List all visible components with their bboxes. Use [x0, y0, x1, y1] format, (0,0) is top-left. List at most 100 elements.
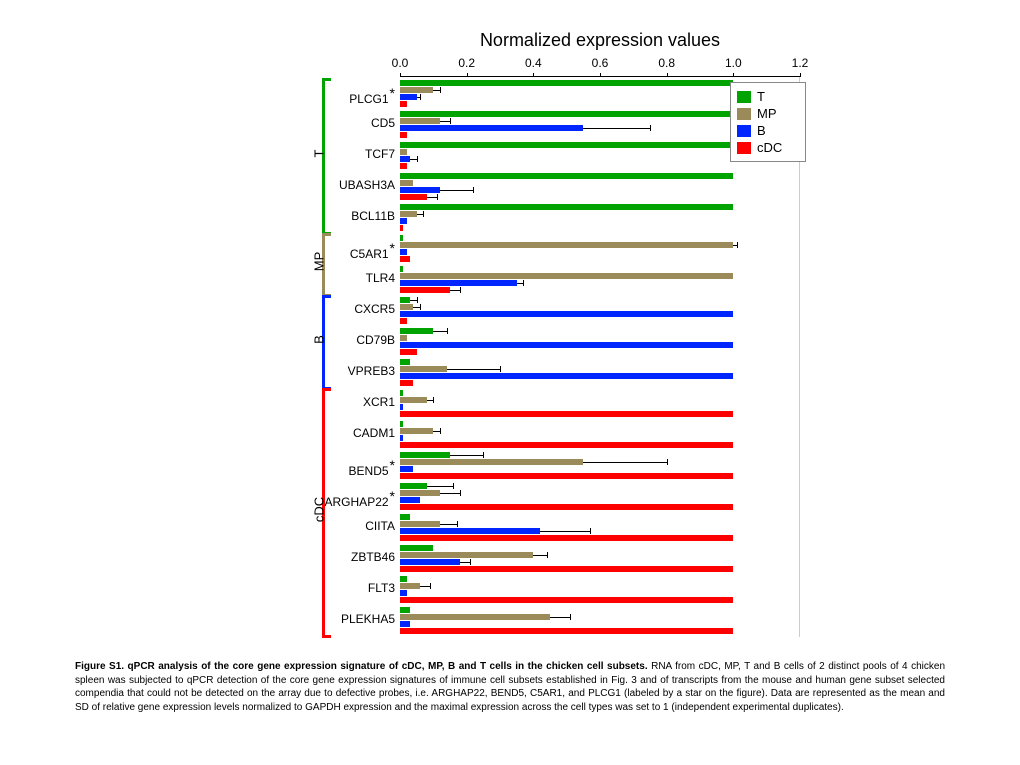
- gene-label: TLR4: [366, 271, 395, 285]
- x-tick-label: 0.0: [392, 56, 409, 70]
- error-bar: [410, 297, 418, 303]
- error-bar: [447, 366, 501, 372]
- bar-T: [400, 297, 410, 303]
- error-bar: [427, 397, 435, 403]
- error-bar: [460, 559, 471, 565]
- error-bar: [583, 459, 667, 465]
- gene-label: UBASH3A: [339, 178, 395, 192]
- bar-cDC: [400, 318, 407, 324]
- bar-cDC: [400, 535, 733, 541]
- gene-label: CD5: [371, 116, 395, 130]
- bar-B: [400, 435, 403, 441]
- group-label-cDC: cDC: [312, 495, 327, 525]
- bar-B: [400, 218, 407, 224]
- bar-MP: [400, 211, 417, 217]
- legend-swatch: [737, 125, 751, 137]
- bar-cDC: [400, 628, 733, 634]
- bar-T: [400, 204, 733, 210]
- gene-row: FLT3: [400, 573, 800, 604]
- gene-label: ARGHAP22*: [325, 488, 395, 509]
- error-bar: [440, 490, 461, 496]
- star-icon: *: [390, 488, 395, 504]
- bar-B: [400, 280, 517, 286]
- bar-MP: [400, 242, 733, 248]
- error-bar: [417, 94, 421, 100]
- bar-cDC: [400, 256, 410, 262]
- error-bar: [550, 614, 571, 620]
- error-bar: [413, 304, 421, 310]
- legend-item: T: [737, 89, 799, 104]
- gene-row: TLR4: [400, 263, 800, 294]
- bar-cDC: [400, 132, 407, 138]
- bar-MP: [400, 149, 407, 155]
- bar-B: [400, 466, 413, 472]
- gene-label: CADM1: [353, 426, 395, 440]
- error-bar: [540, 528, 591, 534]
- legend-swatch: [737, 91, 751, 103]
- bar-MP: [400, 490, 440, 496]
- bar-cDC: [400, 225, 403, 231]
- bar-T: [400, 576, 407, 582]
- x-tick-label: 0.6: [592, 56, 609, 70]
- figure-caption: Figure S1. qPCR analysis of the core gen…: [75, 660, 945, 714]
- bar-MP: [400, 397, 427, 403]
- error-bar: [517, 280, 525, 286]
- gene-row: UBASH3A: [400, 170, 800, 201]
- gene-label: CXCR5: [354, 302, 395, 316]
- bar-B: [400, 342, 733, 348]
- bar-cDC: [400, 349, 417, 355]
- bar-MP: [400, 552, 533, 558]
- bar-T: [400, 514, 410, 520]
- gene-row: CIITA: [400, 511, 800, 542]
- bar-B: [400, 621, 410, 627]
- bar-T: [400, 359, 410, 365]
- bar-cDC: [400, 442, 733, 448]
- x-tick-label: 0.8: [658, 56, 675, 70]
- bar-cDC: [400, 504, 733, 510]
- error-bar: [420, 583, 431, 589]
- bar-cDC: [400, 380, 413, 386]
- group-label-B: B: [312, 324, 327, 354]
- gene-label: PLCG1*: [349, 85, 395, 106]
- bar-T: [400, 235, 403, 241]
- error-bar: [583, 125, 651, 131]
- bar-MP: [400, 614, 550, 620]
- bar-MP: [400, 521, 440, 527]
- gene-row: C5AR1*: [400, 232, 800, 263]
- gene-row: ZBTB46: [400, 542, 800, 573]
- bar-MP: [400, 273, 733, 279]
- bar-B: [400, 559, 460, 565]
- bar-B: [400, 94, 417, 100]
- bar-cDC: [400, 597, 733, 603]
- legend-item: B: [737, 123, 799, 138]
- bar-MP: [400, 335, 407, 341]
- error-bar: [440, 521, 458, 527]
- bar-B: [400, 125, 583, 131]
- bar-B: [400, 249, 407, 255]
- bar-B: [400, 404, 403, 410]
- legend-label: B: [757, 123, 766, 138]
- bar-MP: [400, 428, 433, 434]
- error-bar: [450, 287, 461, 293]
- bar-T: [400, 607, 410, 613]
- bar-MP: [400, 118, 440, 124]
- legend-swatch: [737, 108, 751, 120]
- gene-row: BEND5*: [400, 449, 800, 480]
- gene-label: C5AR1*: [350, 240, 395, 261]
- bar-T: [400, 421, 403, 427]
- bar-MP: [400, 304, 413, 310]
- error-bar: [433, 87, 441, 93]
- bar-MP: [400, 459, 583, 465]
- bar-B: [400, 373, 733, 379]
- error-bar: [533, 552, 547, 558]
- error-bar: [417, 211, 425, 217]
- bar-MP: [400, 583, 420, 589]
- bar-MP: [400, 366, 447, 372]
- caption-title: Figure S1. qPCR analysis of the core gen…: [75, 661, 648, 672]
- bar-cDC: [400, 473, 733, 479]
- bar-cDC: [400, 287, 450, 293]
- gene-row: CXCR5: [400, 294, 800, 325]
- error-bar: [410, 156, 418, 162]
- error-bar: [427, 483, 455, 489]
- star-icon: *: [390, 240, 395, 256]
